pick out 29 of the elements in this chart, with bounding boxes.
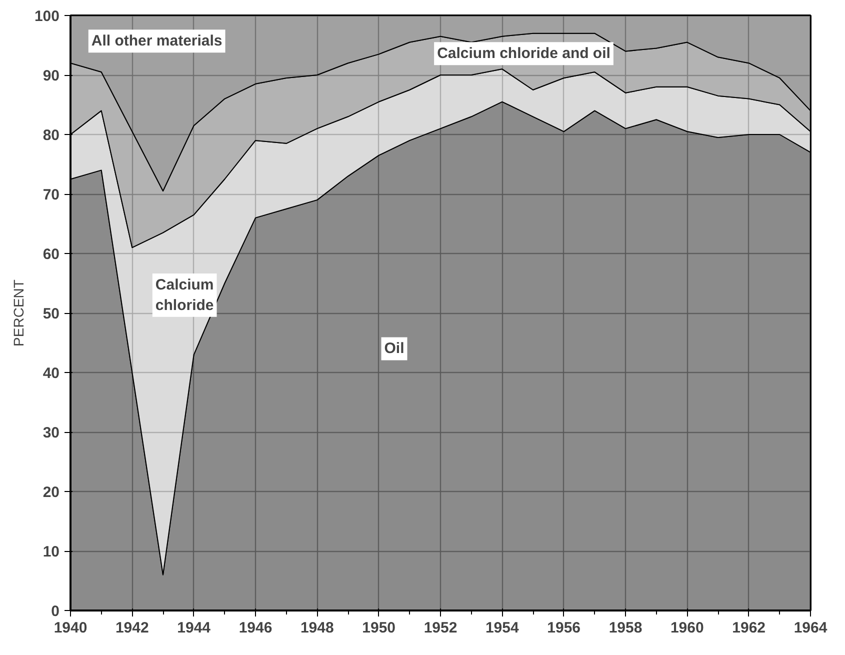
y-tick-label: 60 [42,246,60,263]
series-label: Oil [384,340,404,358]
y-axis-title: PERCENT [10,279,26,346]
y-tick-label: 10 [42,544,60,560]
series-label: All other materials [91,32,222,50]
y-tick-label: 90 [42,68,60,84]
y-tick-label: 30 [42,424,60,442]
x-tick-label: 1948 [300,620,334,636]
x-tick-label: 1942 [115,620,149,636]
series-label: Calcium chloride and oil [437,45,610,62]
x-tick-label: 1960 [670,620,704,636]
x-tick-label: 1940 [54,620,88,636]
y-tick-label: 0 [51,603,60,620]
y-tick-label: 80 [42,127,60,144]
y-tick-label: 70 [42,186,60,204]
x-tick-label: 1956 [547,620,581,636]
y-tick-label: 100 [34,8,60,25]
x-tick-label: 1962 [732,620,766,636]
x-tick-label: 1958 [608,620,642,636]
x-tick-label: 1944 [177,620,212,636]
x-tick-label: 1954 [485,620,520,636]
x-tick-label: 1964 [794,620,828,636]
series-label: Calcium chloride [155,276,214,314]
y-tick-label: 50 [42,306,60,322]
y-tick-label: 20 [42,484,60,501]
x-tick-label: 1946 [238,620,272,636]
y-tick-label: 40 [42,365,60,382]
x-tick-label: 1952 [424,620,458,636]
x-tick-label: 1950 [362,620,396,636]
